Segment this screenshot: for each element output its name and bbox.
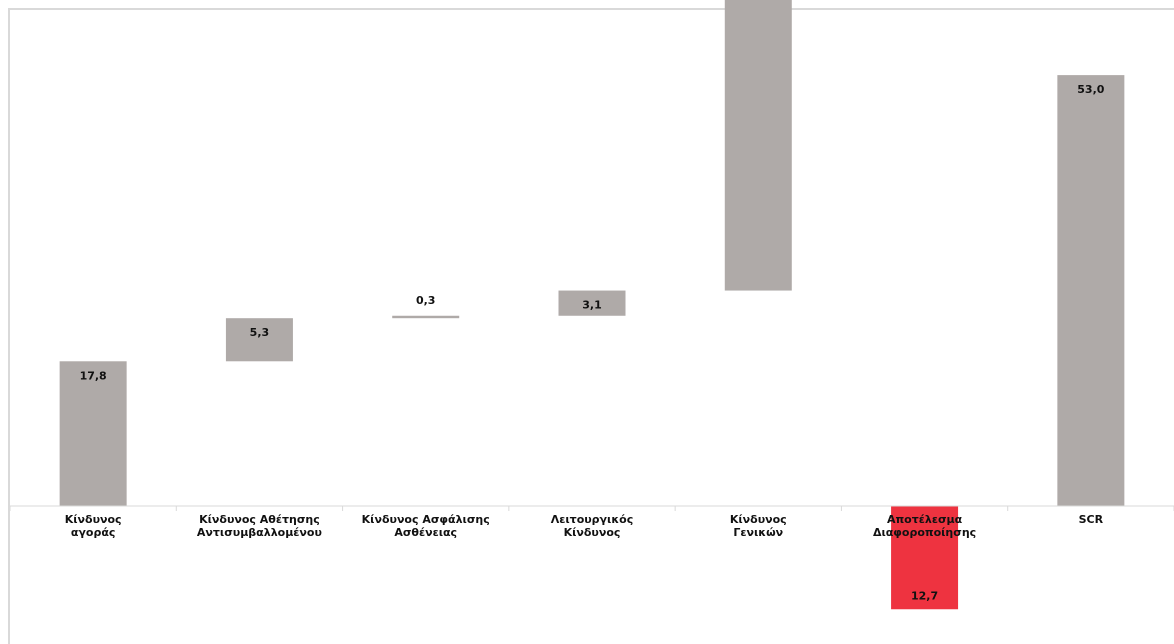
category-label-3: Κίνδυνος Ασφάλισης Ασθένειας [362, 513, 490, 539]
category-label-1: Κίνδυνος αγοράς [65, 513, 122, 539]
data-label-6: 12,7 [911, 589, 938, 602]
bar-7 [1057, 75, 1125, 507]
data-label-4: 3,1 [582, 299, 602, 312]
data-label-7: 53,0 [1077, 83, 1104, 96]
category-label-7: SCR [1079, 513, 1104, 526]
bar-4 [558, 290, 626, 316]
category-label-4: Λειτουργικός Κίνδυνος [551, 513, 633, 539]
bar-6 [891, 506, 959, 610]
data-label-1: 17,8 [80, 369, 107, 382]
chart-frame [8, 8, 1174, 644]
category-label-5: Κίνδυνος Γενικών [730, 513, 787, 539]
category-label-6: Αποτέλεσμα Διαφοροποίησης [873, 513, 976, 539]
bar-1 [59, 361, 127, 506]
data-label-2: 5,3 [250, 326, 270, 339]
bar-2 [225, 318, 293, 362]
bar-5 [724, 0, 792, 291]
data-label-3: 0,3 [416, 294, 436, 307]
bar-3 [392, 315, 460, 319]
category-label-2: Κίνδυνος Αθέτησης Αντισυμβαλλομένου [197, 513, 322, 539]
